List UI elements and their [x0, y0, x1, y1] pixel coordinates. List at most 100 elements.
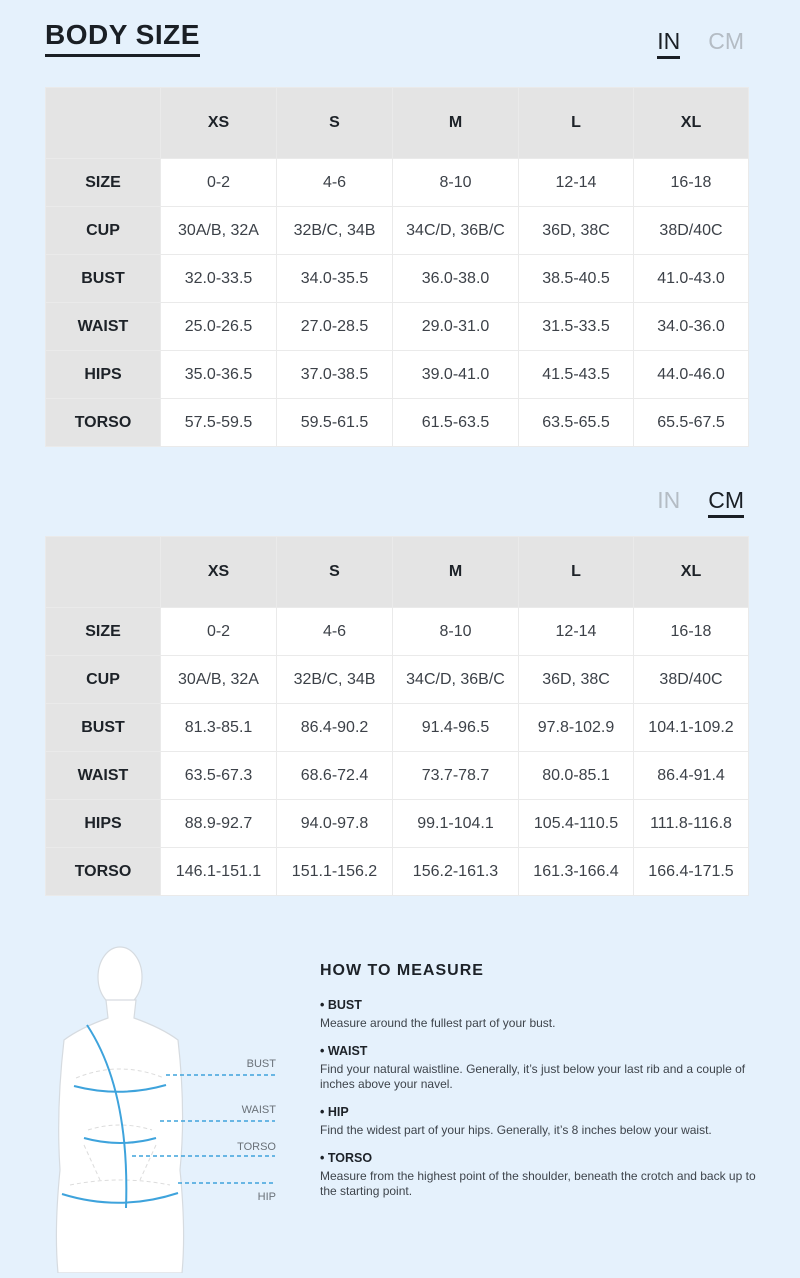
table-cell: 34C/D, 36B/C [392, 206, 519, 255]
table-cell: 104.1-109.2 [633, 703, 749, 752]
table-cell: 44.0-46.0 [633, 350, 749, 399]
table-cell: 38.5-40.5 [518, 254, 634, 303]
row-header: CUP [45, 206, 161, 255]
table-row: HIPS 88.9-92.7 94.0-97.8 99.1-104.1 105.4-11… [45, 799, 749, 848]
row-header: BUST [45, 703, 161, 752]
table-cell: 91.4-96.5 [392, 703, 519, 752]
page-title: BODY SIZE [45, 18, 200, 57]
table-cell: 16-18 [633, 607, 749, 656]
column-header: M [392, 536, 519, 608]
torso-label: TORSO [237, 1141, 276, 1153]
table-cell: 99.1-104.1 [392, 799, 519, 848]
table-cell: 32.0-33.5 [160, 254, 277, 303]
how-to-measure-title: HOW TO MEASURE [320, 962, 484, 979]
table-cell: 81.3-85.1 [160, 703, 277, 752]
table-cell: 86.4-90.2 [276, 703, 393, 752]
size-table-inches: XS S M L XL SIZE 0-2 4-6 8-10 12-14 16-18 CUP 30A/B,… [45, 87, 749, 447]
table-cell: 86.4-91.4 [633, 751, 749, 800]
table-cell: 151.1-156.2 [276, 847, 393, 896]
table-cell: 146.1-151.1 [160, 847, 277, 896]
row-header: HIPS [45, 350, 161, 399]
row-header: TORSO [45, 847, 161, 896]
table-row: CUP 30A/B, 32A 32B/C, 34B 34C/D, 36B/C 36D, … [45, 206, 749, 255]
table-cell: 25.0-26.5 [160, 302, 277, 351]
table-cell: 36D, 38C [518, 206, 634, 255]
table-cell: 34C/D, 36B/C [392, 655, 519, 704]
unit-in-button[interactable]: IN [657, 27, 681, 59]
table-row: SIZE 0-2 4-6 8-10 12-14 16-18 [45, 158, 749, 207]
table-row: WAIST 63.5-67.3 68.6-72.4 73.7-78.7 80.0-85.… [45, 751, 749, 800]
item-text: Find the widest part of your hips. Gener… [320, 1123, 712, 1137]
column-header: L [518, 536, 634, 608]
unit-cm-button[interactable]: CM [708, 28, 744, 54]
column-header: XL [633, 536, 749, 608]
item-text: Find your natural waistline. Generally, … [320, 1062, 746, 1091]
table-cell: 161.3-166.4 [518, 847, 634, 896]
table-cell: 29.0-31.0 [392, 302, 519, 351]
column-header: XS [160, 87, 277, 159]
table-cell: 30A/B, 32A [160, 206, 277, 255]
item-heading: • BUST [320, 998, 362, 1012]
table-cell: 73.7-78.7 [392, 751, 519, 800]
header-row: XS S M L XL [45, 536, 749, 608]
row-header: WAIST [45, 751, 161, 800]
table-cell: 38D/40C [633, 206, 749, 255]
table-cell: 36D, 38C [518, 655, 634, 704]
row-header: WAIST [45, 302, 161, 351]
table-cell: 65.5-67.5 [633, 398, 749, 447]
table-cell: 41.0-43.0 [633, 254, 749, 303]
measure-bust: • BUST Measure around the fullest part of… [320, 998, 760, 1031]
hip-label: HIP [258, 1191, 276, 1203]
table-cell: 35.0-36.5 [160, 350, 277, 399]
column-header: L [518, 87, 634, 159]
header-row: XS S M L XL [45, 87, 749, 159]
row-header: CUP [45, 655, 161, 704]
table-cell: 37.0-38.5 [276, 350, 393, 399]
table-cell: 97.8-102.9 [518, 703, 634, 752]
table-row: BUST 32.0-33.5 34.0-35.5 36.0-38.0 38.5-40.5… [45, 254, 749, 303]
table-cell: 61.5-63.5 [392, 398, 519, 447]
table-cell: 12-14 [518, 158, 634, 207]
table-cell: 39.0-41.0 [392, 350, 519, 399]
table-cell: 27.0-28.5 [276, 302, 393, 351]
measure-hip: • HIP Find the widest part of your hips. … [320, 1105, 760, 1138]
item-heading: • TORSO [320, 1151, 373, 1165]
table-cell: 41.5-43.5 [518, 350, 634, 399]
unit-in-button[interactable]: IN [657, 487, 681, 513]
table-cell: 57.5-59.5 [160, 398, 277, 447]
column-header: S [276, 87, 393, 159]
table-cell: 4-6 [276, 158, 393, 207]
body-measurement-figure: BUST WAIST TORSO HIP [40, 940, 290, 1274]
table-row: BUST 81.3-85.1 86.4-90.2 91.4-96.5 97.8-102.… [45, 703, 749, 752]
table-cell: 68.6-72.4 [276, 751, 393, 800]
table-cell: 111.8-116.8 [633, 799, 749, 848]
unit-cm-button[interactable]: CM [708, 486, 744, 518]
measure-torso: • TORSO Measure from the highest point of… [320, 1151, 760, 1199]
table-cell: 32B/C, 34B [276, 655, 393, 704]
how-to-measure: HOW TO MEASURE • BUST Measure around the … [320, 962, 760, 1212]
table-cell: 63.5-67.3 [160, 751, 277, 800]
column-header: M [392, 87, 519, 159]
table-cell: 59.5-61.5 [276, 398, 393, 447]
table-cell: 34.0-35.5 [276, 254, 393, 303]
row-header: SIZE [45, 158, 161, 207]
table-cell: 30A/B, 32A [160, 655, 277, 704]
table-cell: 166.4-171.5 [633, 847, 749, 896]
table-cell: 38D/40C [633, 655, 749, 704]
row-header: HIPS [45, 799, 161, 848]
table-cell: 0-2 [160, 158, 277, 207]
item-text: Measure from the highest point of the sh… [320, 1169, 756, 1198]
table-cell: 4-6 [276, 607, 393, 656]
row-header: BUST [45, 254, 161, 303]
column-header [45, 87, 161, 159]
item-text: Measure around the fullest part of your … [320, 1016, 556, 1030]
unit-toggle-1: IN CM [657, 27, 744, 59]
body-silhouette-icon: BUST WAIST TORSO HIP [55, 946, 276, 1274]
column-header: XL [633, 87, 749, 159]
size-table-cm: XS S M L XL SIZE 0-2 4-6 8-10 12-14 16-18 CUP 30A/B,… [45, 536, 749, 896]
measure-waist: • WAIST Find your natural waistline. Gene… [320, 1044, 760, 1092]
table-cell: 36.0-38.0 [392, 254, 519, 303]
table-row: HIPS 35.0-36.5 37.0-38.5 39.0-41.0 41.5-43.5… [45, 350, 749, 399]
table-cell: 156.2-161.3 [392, 847, 519, 896]
table-cell: 34.0-36.0 [633, 302, 749, 351]
